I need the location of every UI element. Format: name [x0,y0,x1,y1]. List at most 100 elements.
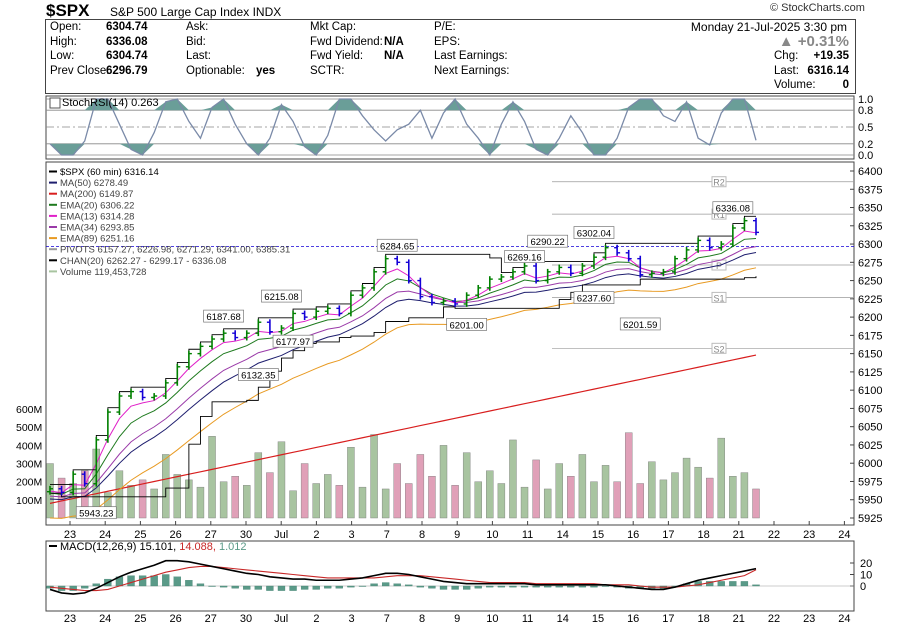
volume-bar-54 [671,472,679,519]
macd-histogram-bar-37 [474,585,482,589]
macd-histogram-bar-13 [196,583,205,587]
macd-histogram-bar-3 [81,585,89,589]
macd-histogram-bar-46 [578,585,587,588]
quote-value-col1-2: 6304.74 [106,50,148,62]
quote-label-col3-1: Fwd Dividend: [310,35,383,48]
x-axis-label-0: 23 [64,529,76,541]
x-axis-label-4: 27 [205,529,217,541]
exchange-label: INDX [252,5,282,19]
macd-x-axis-label-12: 10 [486,613,498,625]
macd-histogram-bar-44 [555,585,563,588]
macd-x-axis-label-16: 16 [627,613,639,625]
volume-bar-58 [717,437,725,519]
annotation-label-7: 6201.00 [449,320,483,331]
volume-bar-41 [520,486,529,519]
price-tick-label-7: 6225 [858,294,882,306]
quote-label-col4-1: EPS: [434,35,461,48]
annotation-box-0 [712,201,754,215]
volume-tick-label-1: 500M [16,422,42,434]
macd-histogram-bar-23 [312,585,320,590]
annotation-label-3: 6284.65 [380,241,414,252]
macd-histogram-bar-9 [150,575,158,587]
macd-x-axis-label-11: 9 [454,613,460,625]
volume-tick-label-0: 600M [16,404,42,416]
ema89-line [49,267,757,519]
stochrsi-tick-label-4: 0.0 [858,150,873,162]
price-tick-label-11: 6125 [858,367,882,379]
macd-histogram-bar-41 [520,585,529,588]
macd-histogram-bar-29 [381,582,390,587]
macd-histogram-bar-30 [393,583,401,587]
annotation-label-10: 6177.97 [276,337,310,348]
x-axis-label-5: 30 [240,529,252,541]
macd-histogram-bar-11 [173,576,181,587]
macd-histogram-bar-19 [266,585,274,591]
channel-upper-line [50,215,756,485]
index-name: S&P 500 Large Cap Index [110,5,250,19]
volume-bar-24 [324,474,332,519]
ema34-line [49,246,757,498]
volume-bar-59 [729,476,737,519]
volume-tick-label-2: 400M [16,440,42,452]
annotation-box-4 [504,250,545,263]
volume-bar-29 [381,488,390,519]
macd-histogram-bar-48 [601,585,610,587]
stochrsi-overbought-fill [50,99,756,111]
x-axis-label-8: 3 [349,529,355,541]
annotation-box-10 [272,334,314,348]
x-axis-label-22: 24 [838,529,850,541]
annotation-label-4: 6269.16 [507,253,541,264]
quote-value-col1-3: 6296.79 [106,64,148,77]
volume-bar-61 [752,488,760,519]
volume-bar-30 [393,463,401,519]
quote-label-col1-0: Open: [50,21,82,33]
macd-tick-label-1: 10 [860,570,872,582]
x-axis-label-21: 23 [803,529,815,541]
volume-bar-22 [300,463,309,519]
macd-histogram-bar-42 [532,585,540,588]
quote-label-col1-1: High: [50,35,77,48]
volume-bar-10 [162,454,170,519]
macd-legend-part-0: MACD(12,26,9) 15.101, [60,541,176,553]
volume-bar-16 [231,476,239,519]
volume-bar-38 [486,470,494,519]
macd-histogram-bar-14 [208,585,216,587]
macd-histogram-bar-26 [347,585,355,588]
macd-histogram-bar-24 [324,585,332,589]
volume-bar-23 [312,483,320,519]
macd-tick-label-0: 20 [860,558,872,570]
x-axis-label-13: 11 [522,529,533,541]
pivot-label-0: R2 [713,178,725,188]
pivot-label-box-4 [711,342,727,354]
quote-value-col3-1: N/A [384,35,404,48]
macd-x-axis-label-22: 24 [838,613,850,625]
price-tick-label-19: 5925 [858,513,882,525]
macd-x-axis-label-15: 15 [592,613,604,625]
volume-bar-39 [497,483,506,519]
quote-label-col4-3: Next Earnings: [434,64,510,77]
volume-bar-28 [370,434,378,519]
volume-bar-55 [682,457,691,519]
quote-label-col3-3: SCTR: [310,64,345,77]
volume-tick-label-5: 100M [16,495,42,507]
macd-x-axis-label-3: 26 [169,613,181,625]
macd-line [49,559,757,595]
x-axis-label-14: 14 [557,529,569,541]
price-legend-text-9: Volume 119,453,728 [60,267,146,278]
volume-bar-56 [694,466,702,519]
macd-histogram-bar-7 [127,575,135,587]
volume-bar-11 [173,474,182,519]
quote-label-col2-0: Ask: [186,21,209,33]
quote-label-col3-2: Fwd Yield: [310,50,364,62]
volume-tick-label-4: 200M [16,477,42,489]
x-axis-label-15: 15 [592,529,604,541]
x-axis-label-19: 21 [733,529,745,541]
macd-legend-text: MACD(12,26,9) 15.101, 14.088, 1.012 [60,541,247,553]
macd-x-axis-label-6: Jul [274,613,288,625]
annotation-label-9: 6187.68 [206,312,240,323]
macd-histogram-bar-31 [405,584,413,587]
annotation-box-5 [573,291,615,304]
macd-histogram-bar-15 [219,585,228,588]
annotation-label-2: 6290.22 [531,237,565,248]
